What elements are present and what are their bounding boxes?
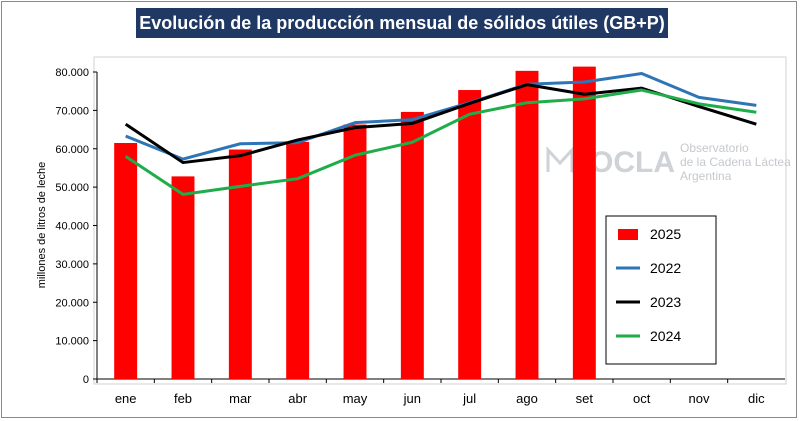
y-axis-ticks: 0 10.000 20.000 30.000 40.000 50.000 60.000 70.… [55, 67, 97, 386]
plot-area [93, 56, 787, 385]
watermark-brand: OCLA [590, 146, 675, 179]
x-tick-label-nov: nov [689, 391, 710, 406]
watermark-line2: de la Cadena Láctea [680, 155, 791, 169]
bar-2025-jun [400, 111, 424, 379]
x-tick-label-ago: ago [516, 391, 538, 406]
y-tick-label: 0 [83, 374, 89, 386]
bar-2025-may [343, 124, 367, 379]
bar-2025-ene [114, 142, 138, 379]
bar-2025-jul [458, 90, 482, 379]
legend-label-2022: 2022 [650, 260, 681, 276]
bar-2025-abr [286, 141, 310, 379]
y-tick-label: 80.000 [55, 67, 89, 79]
bar-2025-ago [515, 70, 539, 379]
watermark-line1: Observatorio [680, 141, 749, 155]
x-tick-label-jun: jun [403, 391, 421, 406]
x-tick-label-set: set [576, 391, 594, 406]
legend: 2025 2022 2023 2024 [605, 215, 717, 365]
legend-label-2023: 2023 [650, 294, 681, 310]
x-tick-label-mar: mar [229, 391, 252, 406]
series-line-2022 [125, 72, 757, 161]
y-tick-label: 30.000 [55, 259, 89, 271]
x-tick-label-jul: jul [462, 391, 476, 406]
chart-title: Evolución de la producción mensual de só… [136, 8, 668, 38]
y-tick-label: 20.000 [55, 297, 89, 309]
legend-label-2025: 2025 [650, 226, 681, 242]
line-series [124, 72, 757, 196]
y-tick-label: 40.000 [55, 221, 89, 233]
bar-2025-feb [171, 176, 195, 379]
y-tick-label: 50.000 [55, 182, 89, 194]
x-tick-label-ene: ene [115, 391, 137, 406]
bars-2025 [114, 66, 596, 379]
legend-box [605, 215, 717, 365]
x-tick-label-may: may [343, 391, 368, 406]
legend-label-2024: 2024 [650, 328, 681, 344]
bar-2025-set [572, 66, 596, 379]
x-tick-label-oct: oct [633, 391, 651, 406]
y-tick-label: 70.000 [55, 105, 89, 117]
legend-swatch-2025 [618, 229, 638, 240]
x-tick-label-dic: dic [748, 391, 765, 406]
series-line-2024 [124, 88, 757, 196]
y-axis-label: millones de litros de leche [36, 162, 48, 289]
y-tick-label: 10.000 [55, 336, 89, 348]
x-axis-categories: ene feb mar abr may jun jul ago set oct nov dic [96, 379, 765, 406]
x-tick-label-abr: abr [288, 391, 307, 406]
watermark-line3: Argentina [680, 169, 732, 183]
y-tick-label: 60.000 [55, 144, 89, 156]
x-tick-label-feb: feb [174, 391, 192, 406]
bar-2025-mar [228, 149, 252, 379]
